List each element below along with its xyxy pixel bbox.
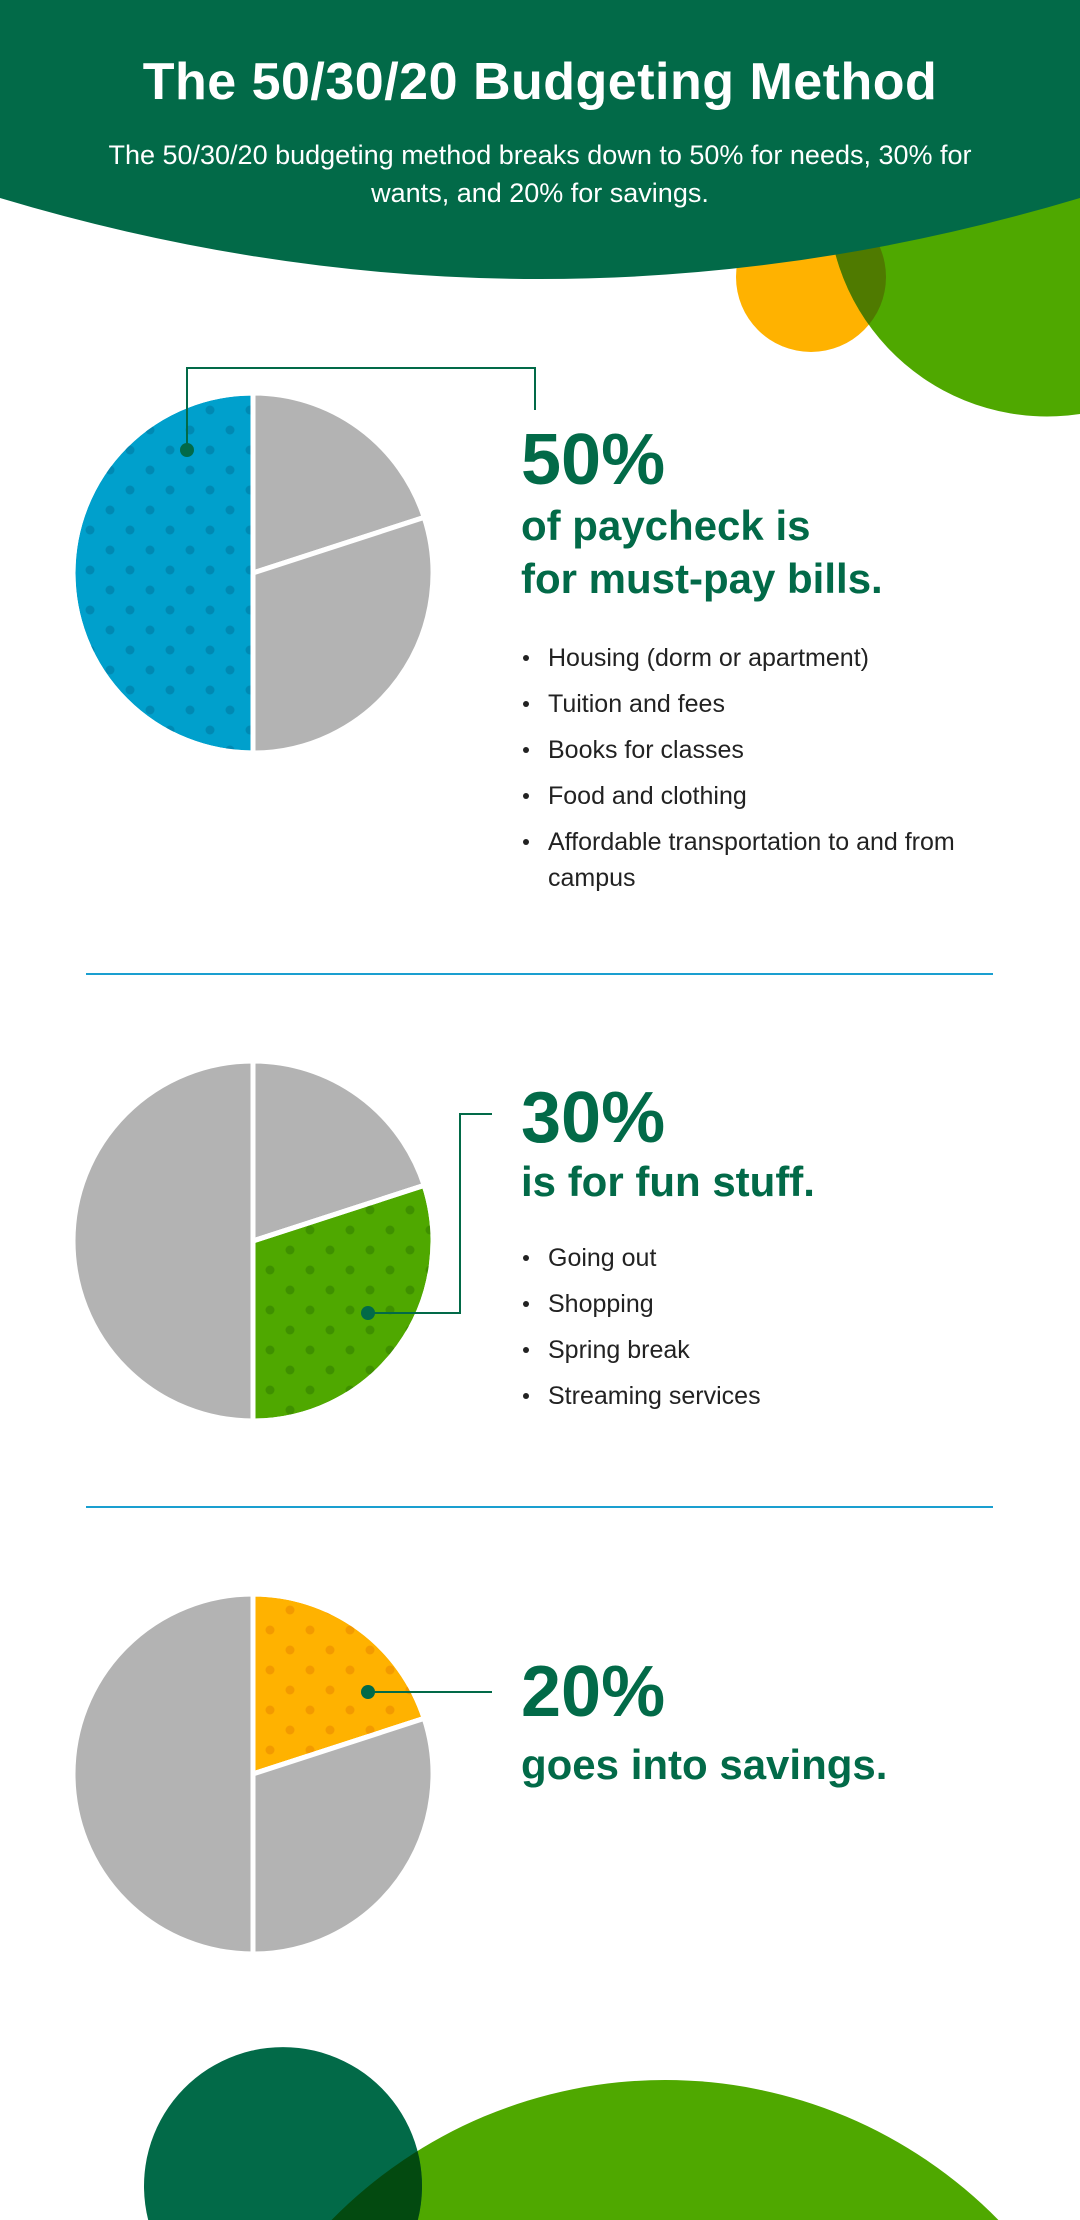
pie-slice-dot-pattern xyxy=(73,393,253,753)
list-item: Spring break xyxy=(521,1332,991,1368)
pie-slice-outline xyxy=(250,1182,436,1424)
pie-slice-outline xyxy=(250,1591,427,1777)
pie-slice-savings xyxy=(250,1058,427,1244)
list-item: Food and clothing xyxy=(521,778,991,814)
list-item: Books for classes xyxy=(521,732,991,768)
connector-dot-wants xyxy=(361,1306,375,1320)
percent-label: 20% xyxy=(521,1652,666,1732)
section-divider xyxy=(86,1506,993,1508)
page-subtitle: The 50/30/20 budgeting method breaks dow… xyxy=(108,140,972,208)
decor-darkgreen-circle xyxy=(144,2047,422,2220)
header-band xyxy=(0,0,1080,279)
bullet-icon xyxy=(523,655,529,661)
pie-slice-needs xyxy=(70,1591,256,1957)
percent-label: 30% xyxy=(521,1078,666,1158)
list-item-text: Housing (dorm or apartment) xyxy=(548,644,869,672)
connector-dot-needs xyxy=(180,443,194,457)
bullet-icon xyxy=(523,1255,529,1261)
list-item-text: Books for classes xyxy=(548,736,744,764)
list-item: Going out xyxy=(521,1240,991,1276)
list-item-text: Spring break xyxy=(548,1336,690,1364)
bullet-list: Going out Shopping Spring break Streamin… xyxy=(521,1240,991,1424)
list-item: Streaming services xyxy=(521,1378,991,1414)
page-title: The 50/30/20 Budgeting Method xyxy=(142,53,938,111)
section-heading: of paycheck is xyxy=(521,502,811,549)
connector-line-wants xyxy=(368,1113,492,1314)
list-item: Shopping xyxy=(521,1286,991,1322)
pie-slice-outline xyxy=(70,390,256,756)
section-heading: is for fun stuff. xyxy=(521,1158,815,1205)
section-divider xyxy=(86,973,993,975)
percent-label: 50% xyxy=(521,420,666,500)
pie-slice-savings xyxy=(250,390,427,576)
list-item-text: Streaming services xyxy=(548,1382,761,1410)
list-item-text: Affordable transportation to and from ca… xyxy=(548,828,955,892)
list-item-text: Tuition and fees xyxy=(548,690,725,718)
pie-slice-dot-pattern xyxy=(253,1594,425,1774)
bullet-list: Housing (dorm or apartment) Tuition and … xyxy=(521,640,991,906)
bullet-icon xyxy=(523,747,529,753)
bullet-icon xyxy=(523,839,529,845)
decor-green-large xyxy=(331,2080,999,2220)
bullet-icon xyxy=(523,1301,529,1307)
pie-slice-wants xyxy=(250,514,436,756)
bullet-icon xyxy=(523,1393,529,1399)
list-item-text: Going out xyxy=(548,1244,657,1272)
bullet-icon xyxy=(523,701,529,707)
list-item-text: Food and clothing xyxy=(548,782,747,810)
section-heading: goes into savings. xyxy=(521,1741,888,1788)
bullet-icon xyxy=(523,1347,529,1353)
bullet-icon xyxy=(523,793,529,799)
pie-slice-wants xyxy=(250,1715,436,1957)
list-item: Affordable transportation to and from ca… xyxy=(521,824,991,896)
list-item: Tuition and fees xyxy=(521,686,991,722)
section-heading: for must-pay bills. xyxy=(521,555,883,602)
pie-slice-needs xyxy=(70,1058,256,1424)
pie-slice-dot-pattern xyxy=(253,1185,433,1421)
connector-dot-savings xyxy=(361,1685,375,1699)
connector-line-needs xyxy=(186,367,536,450)
list-item-text: Shopping xyxy=(548,1290,654,1318)
list-item: Housing (dorm or apartment) xyxy=(521,640,991,676)
